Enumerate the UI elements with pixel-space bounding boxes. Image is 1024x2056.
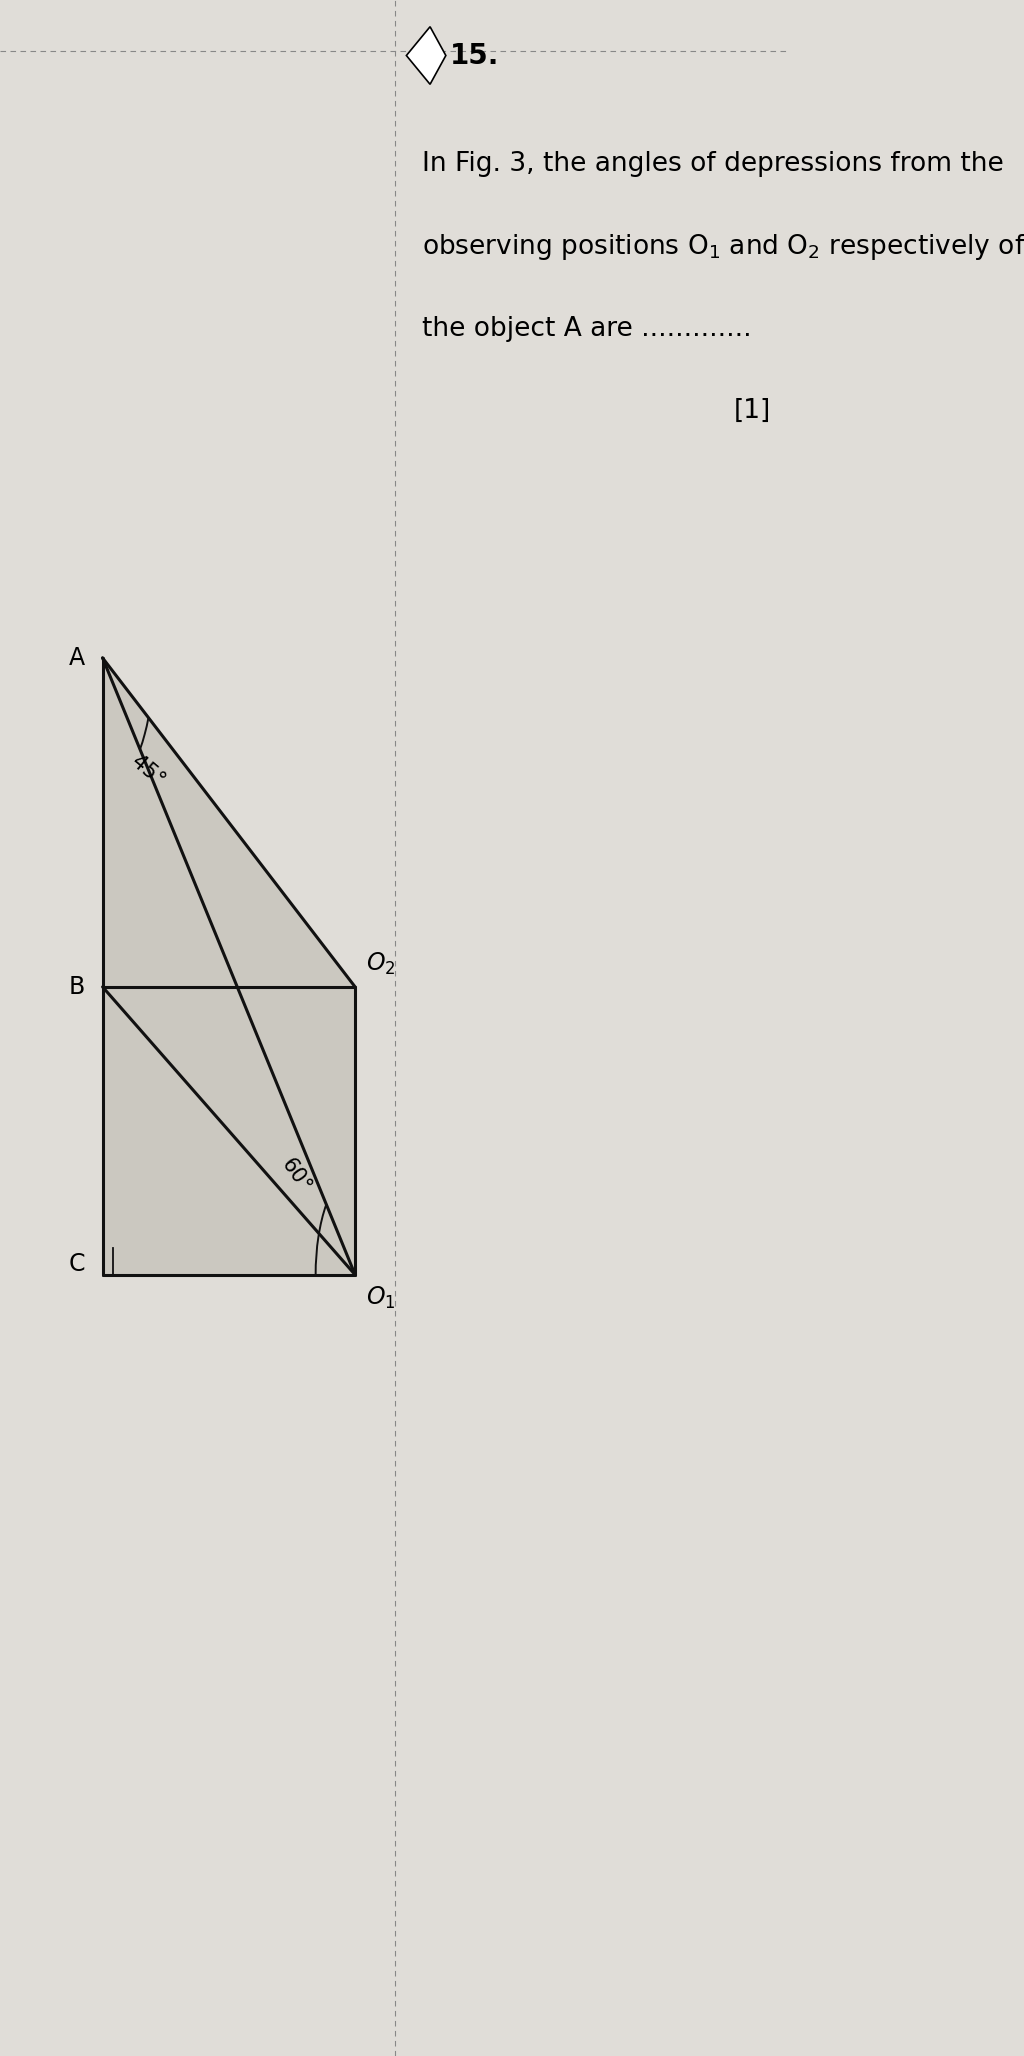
Text: 60°: 60° [278,1155,314,1197]
Text: 15.: 15. [450,41,499,70]
Text: [1]: [1] [734,399,771,424]
Text: observing positions O$_1$ and O$_2$ respectively of: observing positions O$_1$ and O$_2$ resp… [422,232,1024,261]
Text: A: A [69,646,85,670]
Text: In Fig. 3, the angles of depressions from the: In Fig. 3, the angles of depressions fro… [422,152,1004,177]
Text: C: C [69,1252,85,1277]
Text: $O_1$: $O_1$ [366,1285,395,1312]
Polygon shape [407,27,445,84]
Text: B: B [69,975,85,999]
Text: 45°: 45° [128,750,169,792]
Polygon shape [102,658,355,987]
Polygon shape [102,987,355,1275]
Text: $O_2$: $O_2$ [366,950,395,977]
Text: the object A are .............: the object A are ............. [422,317,752,341]
